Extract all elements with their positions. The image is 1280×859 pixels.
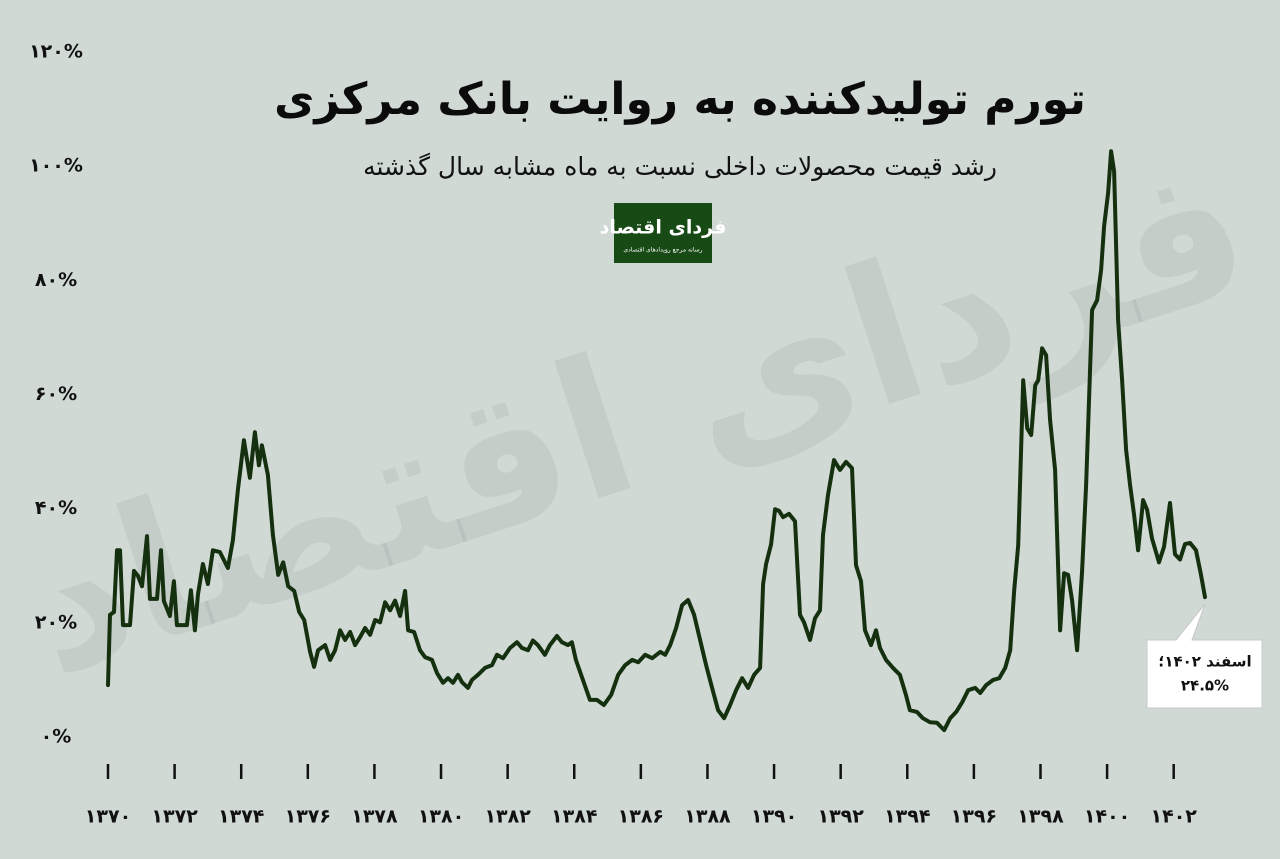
x-tick-label: ۱۳۹۸: [1017, 806, 1064, 828]
x-tick-label: ۱۳۸۲: [484, 806, 531, 828]
logo-tagline: رسانه مرجع رویدادهای اقتصادی: [623, 247, 702, 254]
annotation-box: [1146, 603, 1263, 709]
x-tick-label: ۱۳۹۲: [817, 806, 864, 828]
y-tick-label: ۶۰%: [35, 383, 77, 405]
x-tick-label: ۱۳۹۰: [751, 806, 797, 828]
x-tick-label: ۱۴۰۲: [1151, 806, 1198, 828]
x-tick-label: ۱۴۰۰: [1084, 806, 1130, 828]
plot: ۰% ۲۰% ۴۰% ۶۰% ۸۰% ۱۰۰% ۱۲۰% ۱۳۷۰ ۱۳۷۲ ۱۳۷۴ ۱۳۷۶ ۱۳…: [29, 41, 1207, 828]
y-tick-label: ۱۲۰%: [29, 41, 83, 63]
chart-title: تورم تولیدکننده به روایت بانک مرکزی: [274, 74, 1086, 125]
logo-name: فردای اقتصاد: [600, 217, 727, 239]
x-tick-label: ۱۳۷۶: [285, 806, 331, 828]
x-tick-label: ۱۳۸۸: [684, 806, 731, 828]
x-tick-label: ۱۳۸۰: [418, 806, 464, 828]
y-tick-label: ۲۰%: [35, 611, 77, 633]
x-tick-label: ۱۳۷۲: [151, 806, 198, 828]
annotation: اسفند ۱۴۰۲؛ ۲۴.۵%: [1146, 603, 1263, 709]
x-tick-label: ۱۳۷۴: [218, 806, 264, 828]
x-tick-label: ۱۳۸۴: [551, 806, 597, 828]
logo-box: [614, 203, 712, 263]
y-tick-label: ۸۰%: [35, 269, 77, 291]
x-tick-label: ۱۳۷۰: [85, 806, 131, 828]
y-tick-label: ۱۰۰%: [29, 155, 83, 177]
annotation-line: اسفند ۱۴۰۲؛: [1158, 653, 1251, 671]
y-tick-label: ۴۰%: [35, 497, 77, 519]
data-line: [106, 149, 1207, 733]
x-tick-label: ۱۳۷۸: [351, 806, 398, 828]
x-tick-label: ۱۳۹۴: [884, 806, 930, 828]
y-tick-label: ۰%: [41, 726, 72, 748]
x-tick-label: ۱۳۸۶: [618, 806, 664, 828]
x-tick-label: ۱۳۹۶: [951, 806, 997, 828]
annotation-line: ۲۴.۵%: [1181, 677, 1229, 695]
chart-subtitle: رشد قیمت محصولات داخلی نسبت به ماه مشابه…: [363, 152, 997, 181]
